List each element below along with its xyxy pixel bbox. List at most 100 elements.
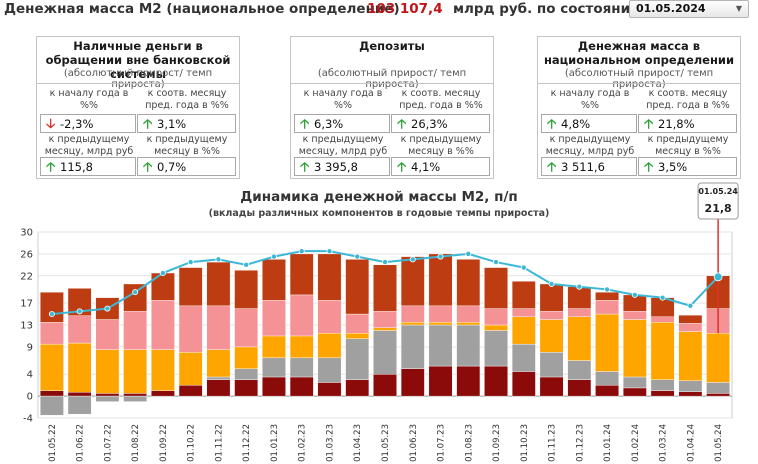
bar-segment-s1[interactable]: [345, 338, 370, 380]
bar-segment-s0[interactable]: [539, 376, 564, 397]
bar-segment-s1[interactable]: [706, 382, 730, 394]
bar-segment-s0[interactable]: [428, 365, 453, 397]
bar-segment-s2[interactable]: [595, 313, 619, 372]
bar-segment-s4[interactable]: [262, 259, 286, 301]
bar-segment-s3[interactable]: [484, 308, 508, 326]
bar-segment-s4[interactable]: [595, 291, 619, 301]
bar-segment-s1[interactable]: [40, 395, 64, 416]
m2-point[interactable]: [104, 305, 111, 312]
bar-segment-s0[interactable]: [123, 393, 148, 397]
bar-segment-s1[interactable]: [400, 324, 425, 369]
bar-segment-s0[interactable]: [511, 371, 536, 397]
m2-point[interactable]: [187, 259, 194, 266]
m2-point[interactable]: [270, 253, 277, 260]
bar-segment-s0[interactable]: [595, 384, 619, 397]
m2-point[interactable]: [326, 248, 333, 255]
bar-segment-s3[interactable]: [511, 308, 536, 317]
bar-segment-s1[interactable]: [511, 343, 536, 372]
m2-point[interactable]: [243, 261, 250, 268]
bar-segment-s2[interactable]: [95, 349, 120, 394]
m2-point[interactable]: [713, 272, 723, 282]
date-select[interactable]: 01.05.2024 ▼: [629, 0, 749, 18]
bar-segment-s1[interactable]: [428, 324, 453, 367]
bar-segment-s0[interactable]: [234, 379, 259, 397]
bar-segment-s2[interactable]: [511, 316, 536, 345]
bar-segment-s2[interactable]: [317, 333, 342, 359]
bar-segment-s1[interactable]: [539, 352, 564, 378]
bar-segment-s0[interactable]: [567, 379, 592, 397]
bar-segment-s2[interactable]: [262, 335, 286, 359]
bar-segment-s2[interactable]: [650, 322, 675, 380]
bar-segment-s2[interactable]: [289, 335, 314, 359]
bar-segment-s3[interactable]: [373, 311, 397, 328]
bar-segment-s4[interactable]: [511, 281, 536, 309]
bar-segment-s3[interactable]: [234, 308, 259, 348]
m2-point[interactable]: [159, 270, 166, 277]
bar-segment-s2[interactable]: [456, 322, 481, 326]
bar-segment-s2[interactable]: [706, 333, 730, 383]
bar-segment-s1[interactable]: [123, 395, 148, 402]
bar-segment-s3[interactable]: [67, 315, 92, 344]
bar-segment-s0[interactable]: [678, 391, 703, 397]
bar-segment-s0[interactable]: [289, 376, 314, 397]
bar-segment-s2[interactable]: [234, 346, 259, 369]
bar-segment-s0[interactable]: [456, 365, 481, 397]
bar-segment-s1[interactable]: [650, 379, 675, 391]
bar-segment-s1[interactable]: [456, 324, 481, 367]
bar-segment-s1[interactable]: [373, 330, 397, 375]
bar-segment-s2[interactable]: [151, 349, 175, 391]
bar-segment-s3[interactable]: [317, 300, 342, 334]
bar-segment-s1[interactable]: [206, 376, 231, 380]
bar-segment-s0[interactable]: [178, 384, 203, 397]
bar-segment-s1[interactable]: [95, 395, 120, 402]
bar-segment-s0[interactable]: [650, 390, 675, 397]
bar-segment-s2[interactable]: [345, 333, 370, 339]
bar-segment-s4[interactable]: [67, 288, 92, 316]
bar-segment-s3[interactable]: [622, 311, 647, 320]
bar-segment-s0[interactable]: [95, 393, 120, 397]
m2-point[interactable]: [409, 256, 416, 263]
bar-segment-s0[interactable]: [484, 365, 508, 397]
bar-segment-s3[interactable]: [567, 308, 592, 317]
m2-point[interactable]: [576, 283, 583, 290]
bar-segment-s4[interactable]: [373, 264, 397, 312]
bar-segment-s3[interactable]: [151, 300, 175, 350]
m2-point[interactable]: [76, 308, 83, 315]
bar-segment-s3[interactable]: [595, 300, 619, 315]
bar-segment-s2[interactable]: [484, 324, 508, 331]
bar-segment-s1[interactable]: [289, 357, 314, 378]
bar-segment-s4[interactable]: [317, 253, 342, 301]
bar-segment-s4[interactable]: [456, 259, 481, 307]
bar-segment-s0[interactable]: [400, 368, 425, 397]
bar-segment-s3[interactable]: [95, 319, 120, 350]
bar-segment-s0[interactable]: [373, 374, 397, 397]
bar-segment-s1[interactable]: [678, 380, 703, 392]
m2-point[interactable]: [381, 259, 388, 266]
bar-segment-s1[interactable]: [567, 360, 592, 380]
bar-segment-s1[interactable]: [595, 371, 619, 386]
bar-segment-s4[interactable]: [234, 270, 259, 309]
bar-segment-s2[interactable]: [123, 349, 148, 394]
bar-segment-s3[interactable]: [123, 311, 148, 350]
m2-point[interactable]: [132, 289, 139, 296]
m2-point[interactable]: [48, 311, 55, 318]
bar-segment-s0[interactable]: [317, 382, 342, 397]
bar-segment-s0[interactable]: [706, 393, 730, 397]
bar-segment-s2[interactable]: [539, 319, 564, 353]
bar-segment-s4[interactable]: [678, 314, 703, 324]
m2-point[interactable]: [631, 291, 638, 298]
bar-segment-s2[interactable]: [567, 316, 592, 361]
bar-segment-s4[interactable]: [400, 256, 425, 307]
bar-segment-s4[interactable]: [289, 253, 314, 296]
bar-segment-s0[interactable]: [262, 376, 286, 397]
m2-point[interactable]: [465, 250, 472, 257]
bar-segment-s0[interactable]: [67, 392, 92, 397]
m2-point[interactable]: [604, 286, 611, 293]
bar-segment-s2[interactable]: [400, 322, 425, 326]
bar-segment-s0[interactable]: [40, 390, 64, 397]
bar-segment-s1[interactable]: [234, 368, 259, 380]
bar-segment-s3[interactable]: [539, 311, 564, 320]
m2-point[interactable]: [548, 280, 555, 287]
m2-point[interactable]: [520, 264, 527, 271]
bar-segment-s3[interactable]: [345, 313, 370, 334]
